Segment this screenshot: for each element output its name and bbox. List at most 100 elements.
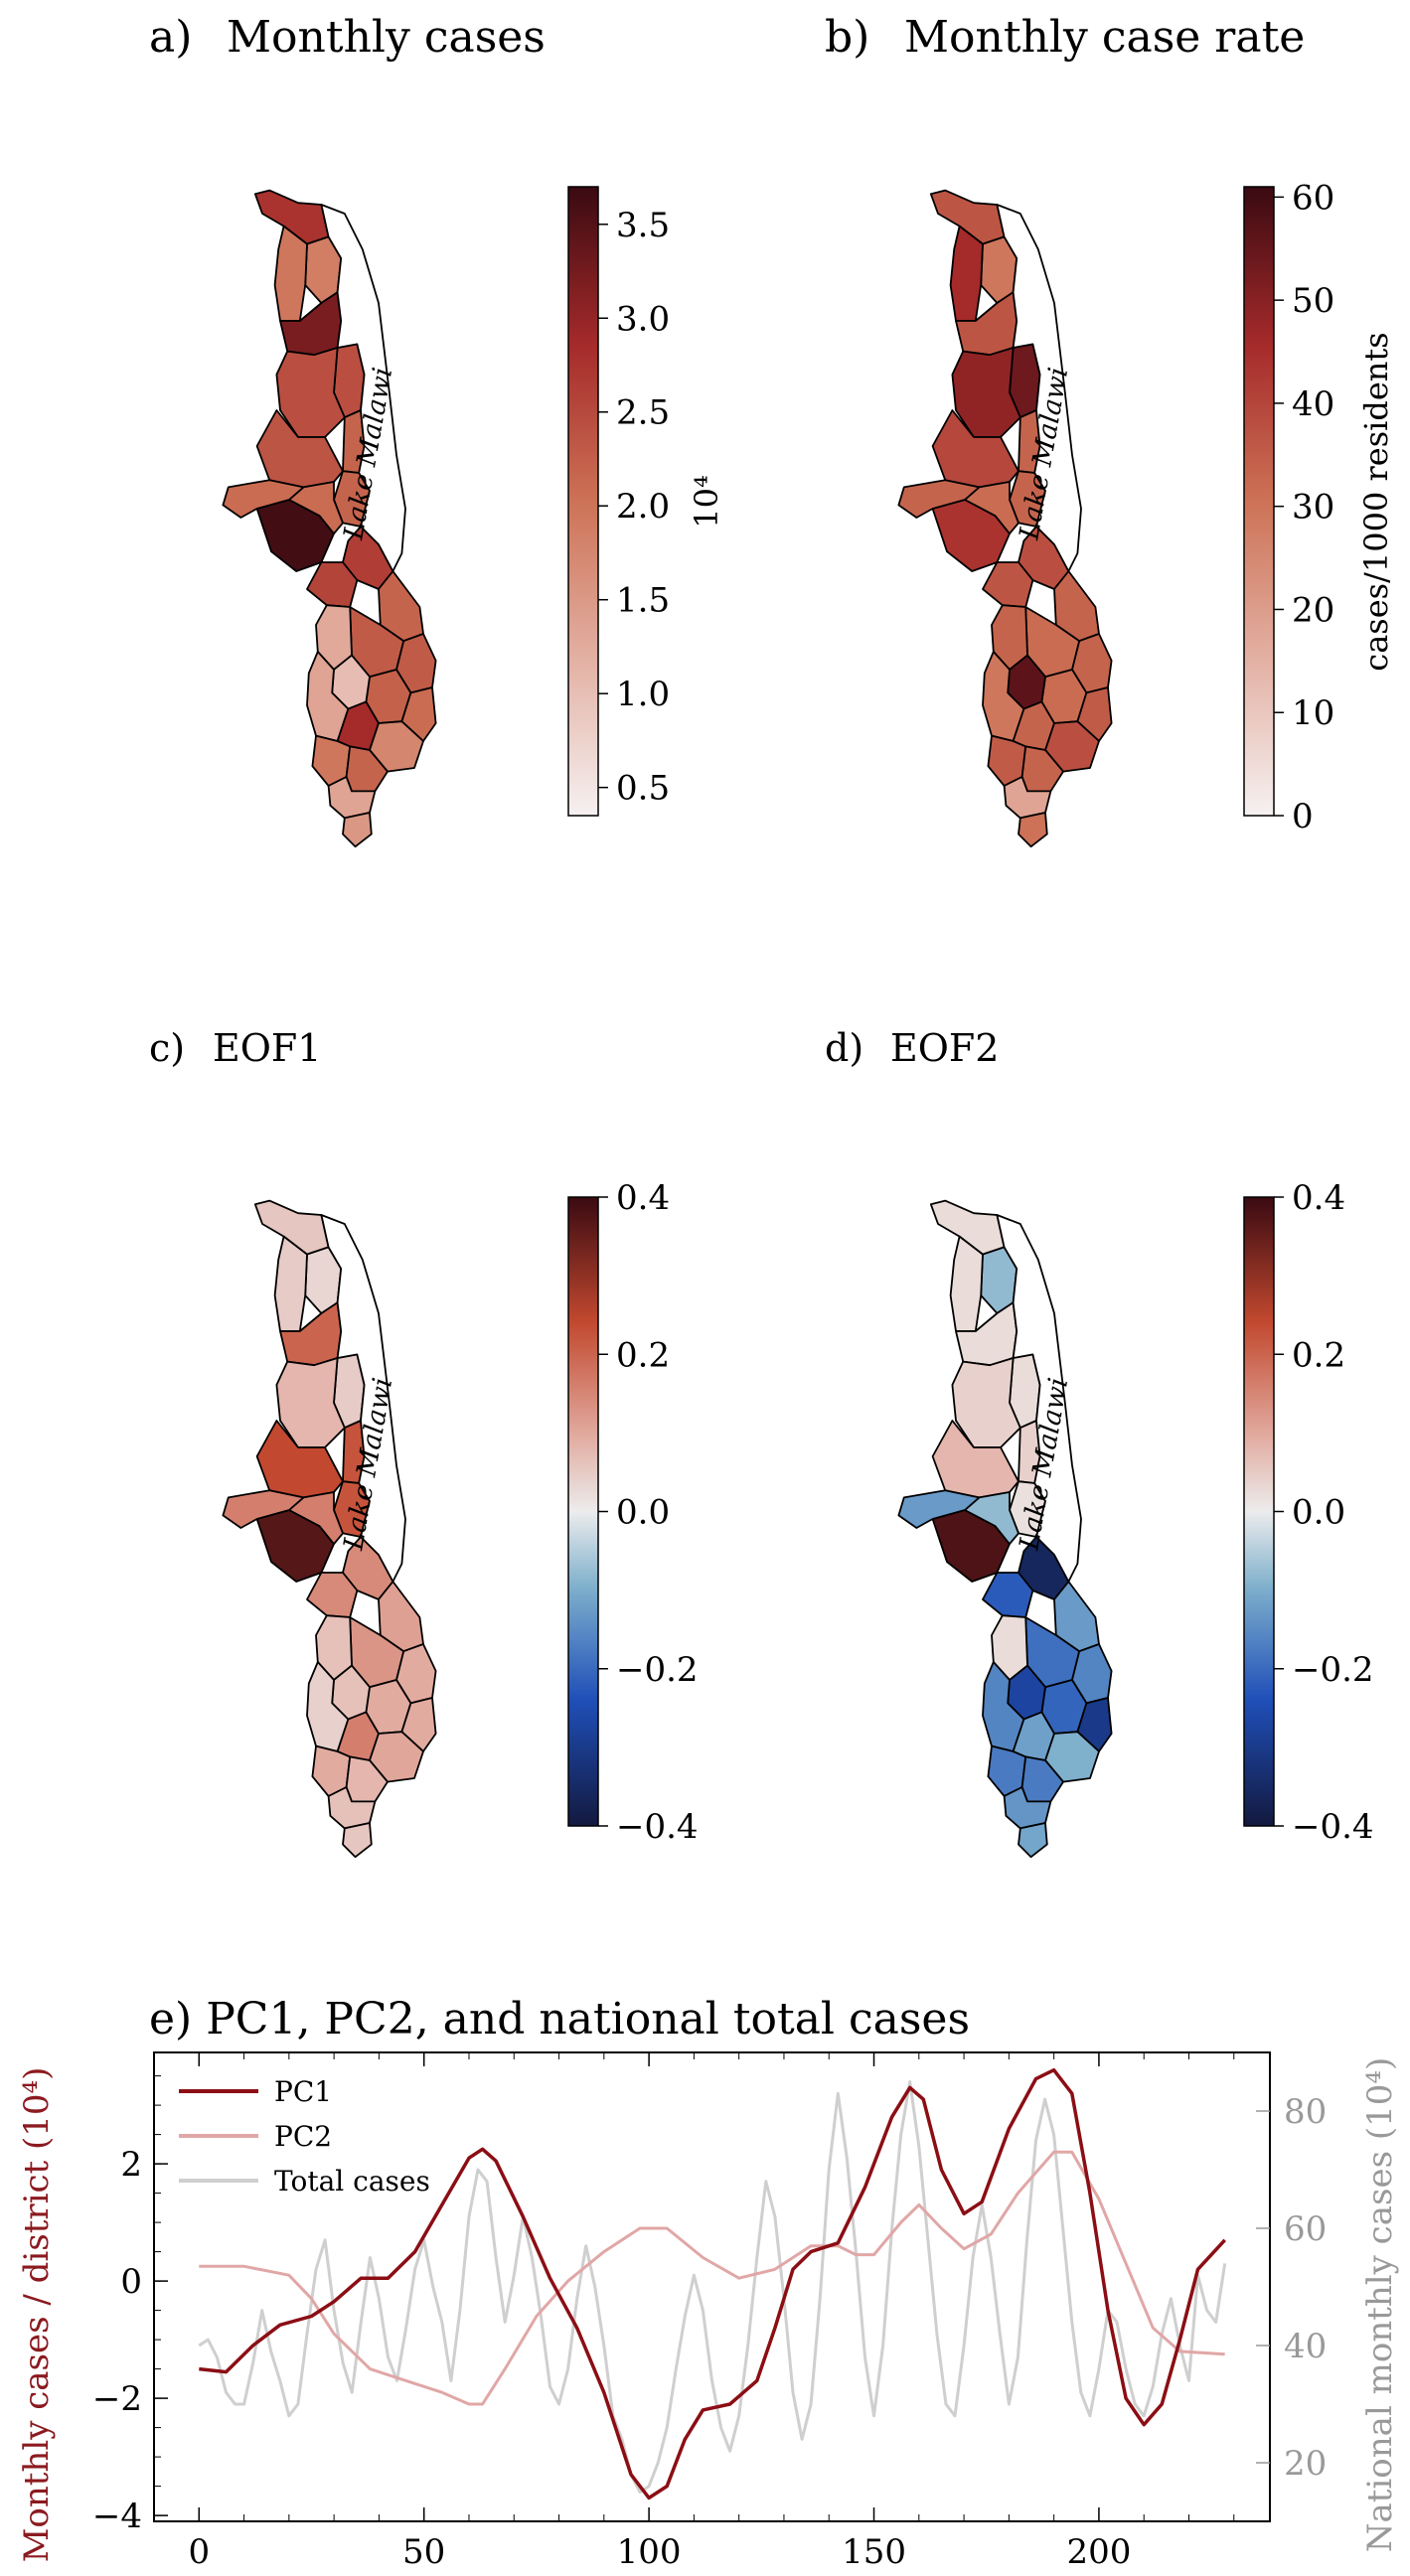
y-right-tick-label: 80 bbox=[1284, 2092, 1327, 2132]
panel-b-label: b) bbox=[825, 12, 869, 63]
panel-b-title: b) Monthly case rate bbox=[825, 12, 1305, 63]
panel-c-title: c) EOF1 bbox=[149, 1026, 321, 1070]
colorbar-a-tick-label: 2.5 bbox=[616, 393, 670, 433]
panel-d-title: d) EOF2 bbox=[825, 1026, 999, 1070]
panel-d-title-text: EOF2 bbox=[890, 1026, 999, 1070]
panel-a-title: a) Monthly cases bbox=[149, 12, 546, 63]
y-right-tick-label: 60 bbox=[1284, 2209, 1327, 2249]
series-line-pc1 bbox=[199, 2067, 1226, 2500]
colorbar-a-ticks: 3.5 3.0 2.5 2.0 1.5 1.0 0.5 bbox=[598, 206, 670, 809]
map-d-district bbox=[951, 1357, 1021, 1448]
colorbar-b-tick-label: 50 bbox=[1292, 281, 1334, 321]
panel-e: e) PC1, PC2, and national total cases 0 5… bbox=[17, 1994, 1400, 2572]
map-b-district bbox=[1018, 812, 1048, 848]
series-line-pc2 bbox=[199, 2150, 1225, 2406]
panel-a-title-text: Monthly cases bbox=[227, 12, 546, 63]
y-tick-label: 2 bbox=[120, 2145, 142, 2185]
colorbar-d-ticks: 0.4 0.2 0.0 −0.2 −0.4 bbox=[1274, 1178, 1374, 1847]
panel-e-y-label-right: National monthly cases (10⁴) bbox=[1360, 2057, 1400, 2553]
legend-label-pc2: PC2 bbox=[274, 2120, 332, 2153]
map-a-district bbox=[273, 225, 308, 322]
map-d-lake bbox=[996, 1214, 1082, 1583]
panel-e-legend: PC1 PC2 Total cases bbox=[179, 2075, 430, 2197]
colorbar-a-tick-label: 1.5 bbox=[616, 581, 670, 621]
legend-label-total-cases: Total cases bbox=[274, 2165, 430, 2197]
panel-e-x-ticks: 0 50 100 150 200 bbox=[188, 2052, 1235, 2572]
colorbar-b-label: cases/1000 residents bbox=[1357, 332, 1395, 671]
colorbar-b-tick-label: 10 bbox=[1292, 693, 1334, 733]
panel-a-label: a) bbox=[149, 12, 192, 63]
map-b-district bbox=[897, 479, 981, 519]
colorbar-a-tick-label: 0.5 bbox=[616, 769, 670, 809]
series-line-total-cases bbox=[198, 2080, 1227, 2494]
panel-e-y-label: Monthly cases / district (10⁴) bbox=[17, 2067, 57, 2563]
colorbar-a: 3.5 3.0 2.5 2.0 1.5 1.0 0.5 10⁴ bbox=[567, 186, 725, 817]
map-d-district bbox=[1003, 1786, 1052, 1830]
colorbar-d-tick-label: −0.2 bbox=[1292, 1650, 1374, 1690]
map-a-district bbox=[327, 776, 377, 820]
colorbar-c-bar bbox=[567, 1196, 599, 1827]
panel-c-title-text: EOF1 bbox=[213, 1026, 321, 1070]
colorbar-a-bar bbox=[567, 186, 599, 817]
map-c-district bbox=[222, 1489, 305, 1529]
map-a-district bbox=[342, 812, 373, 848]
y-right-tick-label: 20 bbox=[1284, 2444, 1327, 2484]
colorbar-a-label: 10⁴ bbox=[688, 475, 725, 529]
colorbar-c-tick-label: −0.2 bbox=[616, 1650, 699, 1690]
y-right-tick-label: 40 bbox=[1284, 2327, 1327, 2366]
map-c-lake bbox=[320, 1214, 406, 1583]
colorbar-a-tick-label: 3.0 bbox=[616, 299, 670, 339]
y-tick-label: 0 bbox=[120, 2262, 142, 2302]
colorbar-b-tick-label: 30 bbox=[1292, 488, 1334, 528]
colorbar-b-tick-label: 60 bbox=[1292, 178, 1334, 218]
map-d-district bbox=[897, 1489, 981, 1529]
panel-e-y-ticks-right: 80 60 40 20 bbox=[1256, 2092, 1327, 2484]
colorbar-d-tick-label: 0.0 bbox=[1292, 1493, 1345, 1533]
colorbar-c-tick-label: 0.2 bbox=[616, 1335, 670, 1375]
colorbar-d-tick-label: −0.4 bbox=[1292, 1807, 1374, 1847]
map-d: Lake Malawi bbox=[897, 1199, 1113, 1859]
panel-e-frame bbox=[153, 2051, 1271, 2522]
colorbar-d-tick-label: 0.2 bbox=[1292, 1335, 1345, 1375]
panel-d-label: d) bbox=[825, 1026, 863, 1070]
x-tick-label: 0 bbox=[188, 2532, 210, 2572]
map-c-district bbox=[342, 1822, 373, 1859]
colorbar-c-tick-label: 0.0 bbox=[616, 1493, 670, 1533]
map-a-district bbox=[222, 479, 305, 519]
x-tick-label: 100 bbox=[617, 2532, 682, 2572]
x-tick-label: 150 bbox=[842, 2532, 906, 2572]
x-tick-label: 50 bbox=[402, 2532, 445, 2572]
y-tick-label: −4 bbox=[92, 2497, 142, 2536]
map-d-district bbox=[1076, 1697, 1113, 1752]
map-b-district bbox=[1076, 686, 1113, 742]
colorbar-d: 0.4 0.2 0.0 −0.2 −0.4 bbox=[1243, 1178, 1374, 1847]
colorbar-a-tick-label: 1.0 bbox=[616, 675, 670, 714]
map-c-district bbox=[288, 1491, 344, 1546]
map-d-district bbox=[1018, 1822, 1048, 1859]
map-a-district bbox=[288, 481, 344, 535]
map-b-lake bbox=[996, 204, 1082, 572]
map-b-district bbox=[1003, 776, 1052, 820]
map-a-district bbox=[275, 347, 346, 438]
panel-c-label: c) bbox=[149, 1026, 185, 1070]
colorbar-b-bar bbox=[1243, 186, 1275, 817]
y-tick-label: −2 bbox=[92, 2379, 142, 2419]
colorbar-c-tick-label: 0.4 bbox=[616, 1178, 670, 1218]
colorbar-c: 0.4 0.2 0.0 −0.2 −0.4 bbox=[567, 1178, 699, 1847]
map-d-district bbox=[964, 1491, 1019, 1546]
map-c-district bbox=[327, 1786, 377, 1830]
legend-label-pc1: PC1 bbox=[274, 2075, 332, 2108]
x-tick-label: 200 bbox=[1066, 2532, 1131, 2572]
colorbar-d-bar bbox=[1243, 1196, 1275, 1827]
colorbar-a-tick-label: 3.5 bbox=[616, 206, 670, 245]
map-b-district bbox=[949, 225, 984, 322]
map-c-district bbox=[275, 1357, 346, 1448]
panel-e-title: e) PC1, PC2, and national total cases bbox=[149, 1994, 970, 2045]
colorbar-c-ticks: 0.4 0.2 0.0 −0.2 −0.4 bbox=[598, 1178, 699, 1847]
map-c: Lake Malawi bbox=[222, 1199, 437, 1859]
colorbar-d-tick-label: 0.4 bbox=[1292, 1178, 1345, 1218]
colorbar-b-tick-label: 40 bbox=[1292, 384, 1334, 424]
colorbar-b-tick-label: 0 bbox=[1292, 797, 1314, 836]
panel-b-title-text: Monthly case rate bbox=[904, 12, 1305, 63]
